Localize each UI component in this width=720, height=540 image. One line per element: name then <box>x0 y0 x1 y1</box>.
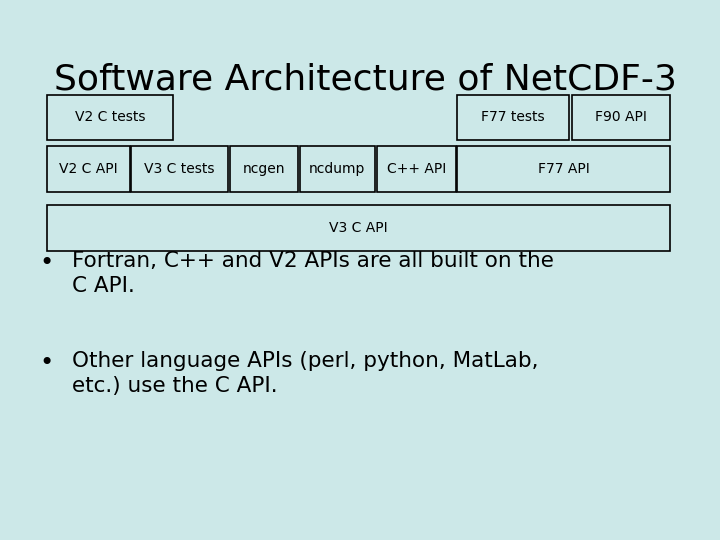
Text: V2 C tests: V2 C tests <box>75 111 145 124</box>
Text: V3 C API: V3 C API <box>329 221 387 235</box>
Text: C++ API: C++ API <box>387 162 446 176</box>
Text: Software Architecture of NetCDF-3: Software Architecture of NetCDF-3 <box>54 62 677 96</box>
Text: F77 tests: F77 tests <box>481 111 545 124</box>
FancyBboxPatch shape <box>300 146 375 192</box>
Text: •: • <box>40 351 54 375</box>
Text: Fortran, C++ and V2 APIs are all built on the
C API.: Fortran, C++ and V2 APIs are all built o… <box>72 251 554 296</box>
Text: ncgen: ncgen <box>243 162 285 176</box>
FancyBboxPatch shape <box>457 94 569 140</box>
FancyBboxPatch shape <box>377 146 456 192</box>
FancyBboxPatch shape <box>572 94 670 140</box>
FancyBboxPatch shape <box>457 146 670 192</box>
Text: F90 API: F90 API <box>595 111 647 124</box>
FancyBboxPatch shape <box>131 146 228 192</box>
Text: V2 C API: V2 C API <box>59 162 117 176</box>
Text: F77 API: F77 API <box>538 162 589 176</box>
Text: V3 C tests: V3 C tests <box>145 162 215 176</box>
Text: ncdump: ncdump <box>309 162 366 176</box>
FancyBboxPatch shape <box>230 146 298 192</box>
Text: •: • <box>40 251 54 275</box>
FancyBboxPatch shape <box>47 205 670 251</box>
FancyBboxPatch shape <box>47 94 173 140</box>
Text: Other language APIs (perl, python, MatLab,
etc.) use the C API.: Other language APIs (perl, python, MatLa… <box>72 351 539 396</box>
FancyBboxPatch shape <box>47 146 130 192</box>
